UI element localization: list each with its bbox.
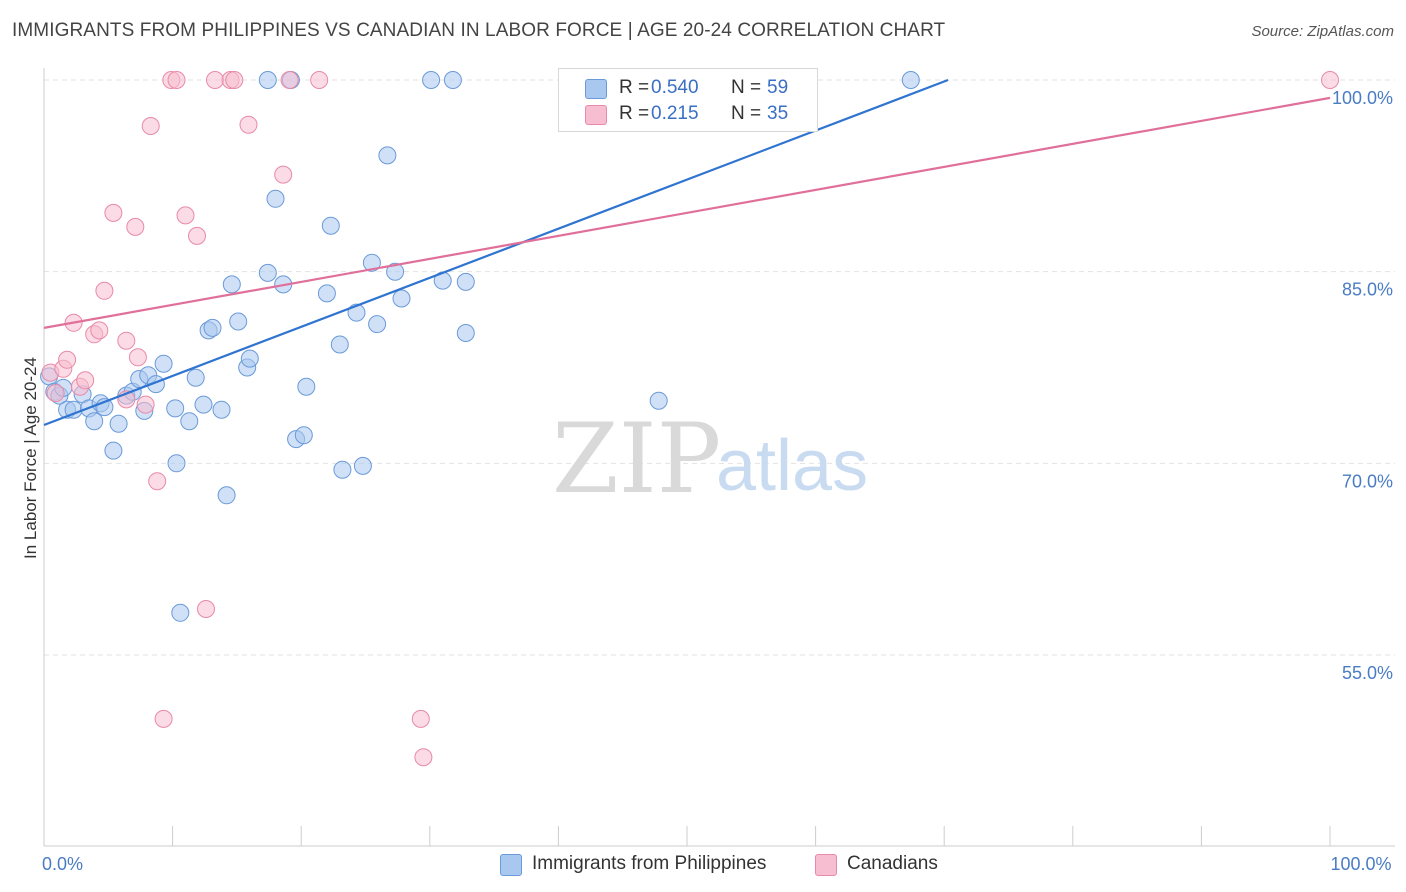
n-value: 59 xyxy=(767,77,789,98)
point-philippines xyxy=(180,412,199,431)
source-label: Source: ZipAtlas.com xyxy=(1251,23,1394,40)
trend-line-canadians xyxy=(43,96,1331,329)
point-canadians xyxy=(126,217,145,236)
point-philippines xyxy=(154,354,173,373)
point-philippines xyxy=(167,454,186,473)
point-canadians xyxy=(128,348,147,367)
point-canadians xyxy=(46,384,65,403)
watermark-zip: ZIP xyxy=(552,403,721,515)
x-tick-label: 100.0% xyxy=(1330,854,1391,874)
trend-line-philippines xyxy=(43,78,949,427)
y-tick-label: 85.0% xyxy=(1342,280,1393,300)
point-philippines xyxy=(109,414,128,433)
point-canadians xyxy=(95,281,114,300)
point-canadians xyxy=(154,709,173,728)
point-philippines xyxy=(194,395,213,414)
point-philippines xyxy=(258,263,277,282)
point-philippines xyxy=(258,71,277,89)
point-canadians xyxy=(136,395,155,414)
y-tick-label: 70.0% xyxy=(1342,471,1393,491)
chart-title: IMMIGRANTS FROM PHILIPPINES VS CANADIAN … xyxy=(12,20,946,41)
point-canadians xyxy=(197,600,215,618)
point-canadians xyxy=(274,165,293,184)
point-canadians xyxy=(104,203,123,222)
legend-swatch-philippines xyxy=(585,79,607,99)
correlation-legend: R = 0.540 N = 59 R = 0.215 N = 35 xyxy=(558,68,818,132)
watermark: ZIP atlas xyxy=(552,403,868,515)
point-canadians xyxy=(188,226,206,245)
point-philippines xyxy=(368,315,387,334)
point-canadians xyxy=(148,472,167,491)
point-philippines xyxy=(317,284,336,303)
point-philippines xyxy=(240,349,259,368)
n-value: 35 xyxy=(767,103,789,124)
point-canadians xyxy=(239,115,258,134)
point-philippines xyxy=(85,412,104,431)
point-philippines xyxy=(378,146,397,165)
point-philippines xyxy=(203,318,222,337)
y-tick-labels: 100.0% 85.0% 70.0% 55.0% xyxy=(1332,88,1393,683)
x-tick-label: 0.0% xyxy=(42,854,83,874)
point-philippines xyxy=(266,189,285,208)
legend-label-philippines: Immigrants from Philippines xyxy=(532,853,767,874)
point-canadians xyxy=(310,71,329,89)
trend-lines xyxy=(43,78,1331,427)
point-philippines xyxy=(297,377,316,396)
point-philippines xyxy=(171,603,190,622)
legend-swatch-canadians xyxy=(815,854,837,876)
data-points xyxy=(40,71,1339,767)
point-canadians xyxy=(206,71,224,89)
point-philippines xyxy=(222,275,241,294)
point-philippines xyxy=(212,400,231,419)
point-philippines xyxy=(330,335,349,354)
x-ticks: 0.0% 100.0% xyxy=(42,826,1392,874)
point-canadians xyxy=(90,321,109,340)
axes xyxy=(43,68,1395,847)
point-philippines xyxy=(443,71,462,89)
legend-label-canadians: Canadians xyxy=(847,853,938,874)
point-philippines xyxy=(104,441,123,460)
point-canadians xyxy=(411,709,430,728)
legend-swatch-philippines xyxy=(500,854,522,876)
point-philippines xyxy=(186,368,205,387)
point-philippines xyxy=(456,324,475,342)
y-axis-label: In Labor Force | Age 20-24 xyxy=(21,357,40,559)
point-canadians xyxy=(225,71,244,89)
point-philippines xyxy=(901,71,920,89)
point-philippines xyxy=(649,391,668,410)
y-tick-label: 100.0% xyxy=(1332,88,1393,108)
series-legend: Immigrants from Philippines Canadians xyxy=(0,852,1406,878)
point-canadians xyxy=(117,331,136,350)
point-canadians xyxy=(1321,71,1339,89)
watermark-atlas: atlas xyxy=(716,426,868,506)
point-canadians xyxy=(414,748,433,767)
point-canadians xyxy=(76,371,95,390)
point-canadians xyxy=(176,206,195,225)
point-philippines xyxy=(217,486,236,505)
point-philippines xyxy=(422,71,441,89)
point-philippines xyxy=(456,272,475,291)
point-philippines xyxy=(386,262,405,281)
point-philippines xyxy=(362,253,381,272)
r-label: R = xyxy=(619,103,650,124)
point-philippines xyxy=(294,426,313,445)
point-canadians xyxy=(141,117,160,135)
point-canadians xyxy=(280,71,299,89)
y-tick-label: 55.0% xyxy=(1342,663,1393,683)
point-canadians xyxy=(167,71,186,89)
r-value: 0.540 xyxy=(651,77,699,98)
n-label: N = xyxy=(731,77,762,98)
point-philippines xyxy=(392,289,411,308)
point-philippines xyxy=(353,456,372,475)
r-label: R = xyxy=(619,77,650,98)
point-philippines xyxy=(321,216,340,235)
legend-swatch-canadians xyxy=(585,105,607,125)
point-philippines xyxy=(333,460,352,479)
point-philippines xyxy=(229,312,248,331)
point-philippines xyxy=(166,399,185,418)
point-canadians xyxy=(58,350,77,369)
n-label: N = xyxy=(731,103,762,124)
r-value: 0.215 xyxy=(651,103,699,124)
